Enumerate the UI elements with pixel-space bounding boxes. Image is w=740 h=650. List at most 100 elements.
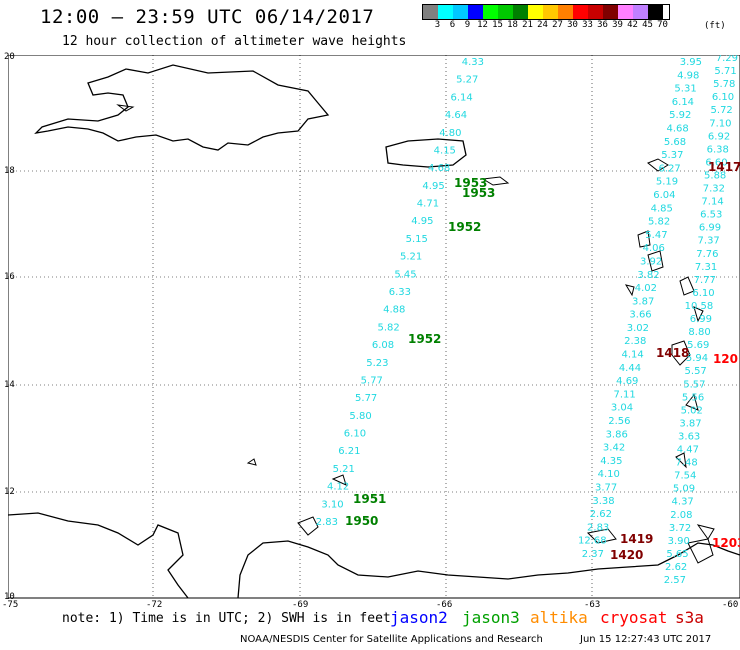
track-jason3-value: 4.80 bbox=[439, 128, 461, 139]
track-west-value: 4.68 bbox=[666, 123, 688, 134]
island-gonave bbox=[116, 104, 135, 112]
track-east-value: 6.38 bbox=[707, 144, 729, 155]
timestamp-label: 1417 bbox=[708, 160, 740, 174]
track-west-value: 4.98 bbox=[677, 70, 699, 81]
island-puerto-rico bbox=[385, 138, 467, 168]
track-jason3-value: 4.64 bbox=[445, 110, 467, 121]
track-jason3-value: 5.82 bbox=[378, 322, 400, 333]
track-jason3-value: 4.88 bbox=[383, 305, 405, 316]
page-subtitle: 12 hour collection of altimeter wave hei… bbox=[62, 34, 407, 49]
lon-label-75: -75 bbox=[2, 600, 19, 610]
track-east-value: 5.57 bbox=[685, 366, 707, 377]
wave-height-color-scale: 3 6 9 12 15 18 21 24 27 30 33 36 39 42 45 70 (ft) bbox=[422, 4, 726, 31]
scale-color-boxes bbox=[422, 4, 670, 20]
track-east-value: 6.60 bbox=[705, 157, 727, 168]
timestamp-label: 1953 bbox=[462, 186, 495, 200]
coast-paraguana bbox=[297, 516, 319, 536]
track-jason3-value: 6.21 bbox=[338, 446, 360, 457]
island-curacao bbox=[331, 474, 347, 486]
lon-label-72: -72 bbox=[146, 600, 163, 610]
track-east-value: 7.76 bbox=[696, 249, 718, 260]
lon-label-69: -69 bbox=[292, 600, 309, 610]
timestamp-label: 120 bbox=[713, 352, 738, 366]
coast-south-america bbox=[8, 512, 740, 599]
scale-label: 33 bbox=[582, 20, 593, 30]
scale-label: 9 bbox=[464, 20, 471, 30]
island-aruba bbox=[246, 458, 257, 466]
lon-label-63: -63 bbox=[584, 600, 601, 610]
scale-label: 3 bbox=[434, 20, 441, 30]
track-west-value: 2.62 bbox=[590, 509, 612, 520]
track-west-value: 4.69 bbox=[616, 376, 638, 387]
scale-box bbox=[468, 5, 483, 19]
timestamp-label: 1952 bbox=[408, 332, 441, 346]
track-east-value: 5.71 bbox=[714, 66, 736, 77]
track-east-value: 6.92 bbox=[708, 131, 730, 142]
track-east-value: 5.69 bbox=[687, 340, 709, 351]
timestamp-label: 1953 bbox=[454, 176, 487, 190]
track-east-value: 5.88 bbox=[704, 170, 726, 181]
track-east-value: 3.90 bbox=[668, 536, 690, 547]
track-jason3-value: 5.21 bbox=[400, 252, 422, 263]
scale-box bbox=[498, 5, 513, 19]
scale-box bbox=[603, 5, 618, 19]
track-jason3-value: 2.83 bbox=[316, 517, 338, 528]
legend-altika: altika bbox=[530, 608, 588, 627]
track-west-value: 3.82 bbox=[637, 270, 659, 281]
track-jason3-value: 6.14 bbox=[451, 92, 473, 103]
lat-label-12: 12 bbox=[4, 487, 15, 497]
track-east-value: 5.72 bbox=[711, 105, 733, 116]
scale-label: 24 bbox=[537, 20, 548, 30]
scale-box bbox=[648, 5, 663, 19]
footer-credit: NOAA/NESDIS Center for Satellite Applica… bbox=[240, 634, 543, 645]
scale-label: 45 bbox=[642, 20, 653, 30]
legend-s3a: s3a bbox=[675, 608, 704, 627]
track-east-value: 2.62 bbox=[665, 562, 687, 573]
track-jason3-value: 4.15 bbox=[434, 145, 456, 156]
track-west-value: 12.68 bbox=[578, 536, 607, 547]
scale-box bbox=[438, 5, 453, 19]
track-west-value: 4.35 bbox=[600, 456, 622, 467]
track-east-value: 5.02 bbox=[681, 405, 703, 416]
lat-label-10: 10 bbox=[4, 592, 15, 602]
islands-lesser-antilles bbox=[624, 158, 715, 540]
page-title: 12:00 – 23:59 UTC 06/14/2017 bbox=[40, 6, 375, 28]
track-jason3-value: 4.12 bbox=[327, 482, 349, 493]
timestamp-label: 1420 bbox=[610, 548, 643, 562]
track-east-value: 2.57 bbox=[664, 575, 686, 586]
track-west-value: 5.92 bbox=[669, 110, 691, 121]
track-west-value: 6.14 bbox=[672, 97, 694, 108]
scale-label: 30 bbox=[567, 20, 578, 30]
track-jason3-value: 5.45 bbox=[394, 269, 416, 280]
track-east-value: 5.65 bbox=[666, 549, 688, 560]
scale-box bbox=[633, 5, 648, 19]
track-east-value: 3.63 bbox=[678, 431, 700, 442]
track-west-value: 3.92 bbox=[640, 256, 662, 267]
scale-box bbox=[588, 5, 603, 19]
island-trinidad bbox=[687, 538, 714, 564]
track-east-value: 5.56 bbox=[682, 392, 704, 403]
track-west-value: 3.02 bbox=[627, 323, 649, 334]
scale-label: 36 bbox=[597, 20, 608, 30]
track-west-value: 4.06 bbox=[643, 243, 665, 254]
track-east-value: 5.57 bbox=[683, 379, 705, 390]
scale-box bbox=[453, 5, 468, 19]
scale-label: 12 bbox=[477, 20, 488, 30]
track-east-value: 5.94 bbox=[686, 353, 708, 364]
scale-box bbox=[558, 5, 573, 19]
scale-label: 18 bbox=[507, 20, 518, 30]
scale-label: 27 bbox=[552, 20, 563, 30]
track-east-value: 7.31 bbox=[695, 262, 717, 273]
scale-label: 39 bbox=[612, 20, 623, 30]
track-west-value: 4.85 bbox=[651, 203, 673, 214]
track-east-value: 2.08 bbox=[670, 510, 692, 521]
track-jason3-value: 4.71 bbox=[417, 199, 439, 210]
legend-cryosat: cryosat bbox=[600, 608, 668, 627]
track-west-value: 7.11 bbox=[614, 389, 636, 400]
track-east-value: 7.32 bbox=[703, 184, 725, 195]
island-margarita bbox=[586, 528, 617, 544]
track-west-value: 3.42 bbox=[603, 443, 625, 454]
track-jason3-value: 4.95 bbox=[411, 216, 433, 227]
track-jason3-value: 4.68 bbox=[428, 163, 450, 174]
